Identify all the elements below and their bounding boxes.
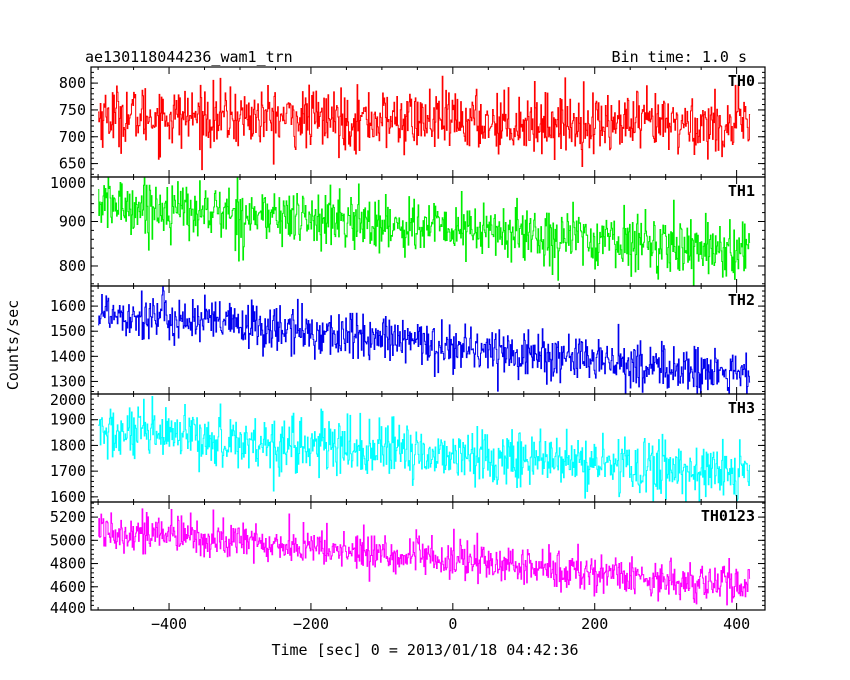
x-tick-label: 0 bbox=[448, 615, 457, 633]
panel-frame bbox=[90, 501, 766, 611]
x-axis: −400 −200 0 200 400 bbox=[151, 615, 750, 633]
panel-th0: 650 700 750 800 TH0 bbox=[59, 66, 766, 178]
y-tick-label: 800 bbox=[59, 257, 86, 275]
chart-title-right: Bin time: 1.0 s bbox=[612, 48, 747, 66]
series-th1 bbox=[98, 177, 751, 286]
series-th3 bbox=[98, 396, 751, 502]
series-th0 bbox=[98, 75, 751, 171]
panels-group: 650 700 750 800 TH0 800 900 1000 TH1 1300 1400 1500… bbox=[50, 66, 766, 617]
x-tick-label: 200 bbox=[581, 615, 608, 633]
y-tick-label: 1600 bbox=[50, 297, 86, 315]
series-th0123 bbox=[98, 508, 751, 606]
y-tick-label: 4800 bbox=[50, 555, 86, 573]
y-tick-label: 1600 bbox=[50, 488, 86, 506]
y-tick-label: 1000 bbox=[50, 174, 86, 192]
y-tick-label: 900 bbox=[59, 212, 86, 230]
y-tick-label: 1700 bbox=[50, 462, 86, 480]
y-tick-label: 750 bbox=[59, 101, 86, 119]
x-tick-label: 400 bbox=[723, 615, 750, 633]
x-axis-label: Time [sec] 0 = 2013/01/18 04:42:36 bbox=[271, 641, 578, 659]
panel-th2: 1300 1400 1500 1600 TH2 bbox=[50, 285, 766, 395]
panel-label: TH3 bbox=[728, 399, 755, 417]
series-th2 bbox=[98, 286, 751, 394]
panel-th0123: 4400 4600 4800 5000 5200 TH0123 bbox=[50, 501, 766, 617]
panel-label: TH0123 bbox=[701, 507, 755, 525]
chart-title-left: ae130118044236_wam1_trn bbox=[85, 48, 293, 66]
panel-label: TH1 bbox=[728, 182, 755, 200]
panel-frame bbox=[90, 393, 766, 503]
y-tick-label: 5200 bbox=[50, 508, 86, 526]
y-tick-label: 4400 bbox=[50, 599, 86, 617]
y-tick-label: 1800 bbox=[50, 436, 86, 454]
y-tick-label: 1900 bbox=[50, 411, 86, 429]
y-tick-label: 650 bbox=[59, 155, 86, 173]
panel-th1: 800 900 1000 TH1 bbox=[50, 174, 766, 287]
y-tick-label: 2000 bbox=[50, 391, 86, 409]
x-tick-label: −200 bbox=[293, 615, 329, 633]
x-tick-label: −400 bbox=[151, 615, 187, 633]
panel-label: TH2 bbox=[728, 291, 755, 309]
y-tick-label: 1400 bbox=[50, 347, 86, 365]
panel-label: TH0 bbox=[728, 72, 755, 90]
y-tick-label: 1500 bbox=[50, 322, 86, 340]
y-tick-label: 5000 bbox=[50, 531, 86, 549]
y-axis-label: Counts/sec bbox=[4, 300, 22, 390]
y-tick-label: 4600 bbox=[50, 578, 86, 596]
panel-th3: 1600 1700 1800 1900 2000 TH3 bbox=[50, 391, 766, 506]
y-tick-label: 1300 bbox=[50, 372, 86, 390]
y-tick-label: 700 bbox=[59, 128, 86, 146]
y-tick-label: 800 bbox=[59, 74, 86, 92]
